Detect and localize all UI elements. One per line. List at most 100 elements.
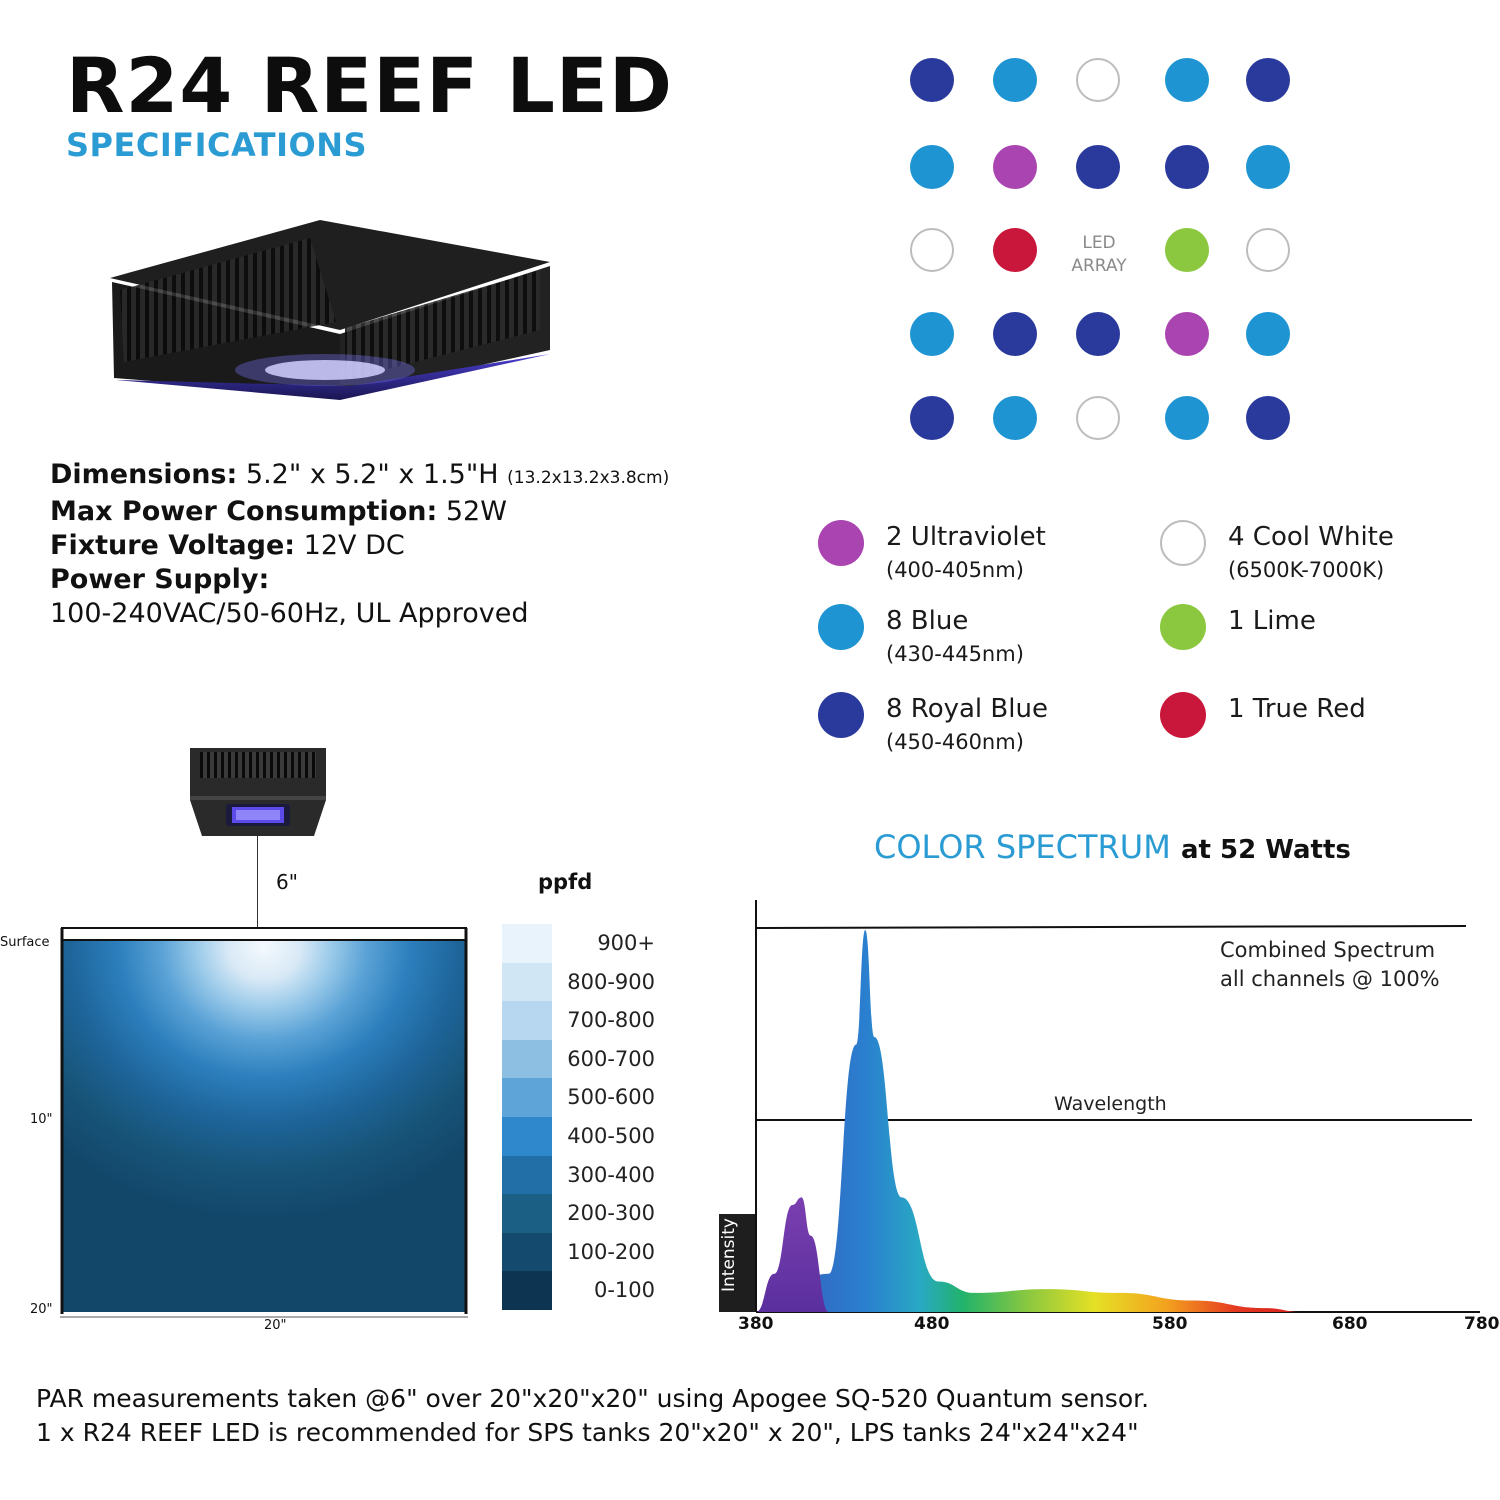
led-blue — [993, 396, 1037, 440]
combined-line2: all channels @ 100% — [1220, 967, 1440, 991]
top-reference-line — [755, 925, 1467, 929]
ppfd-scale-row: 600-700 — [502, 1039, 662, 1079]
legend-name: 1 True Red — [1228, 694, 1366, 724]
ppfd-label: 600-700 — [567, 1046, 655, 1071]
led-red — [993, 228, 1037, 272]
led-violet — [993, 145, 1037, 189]
violet-peak-area — [756, 1197, 829, 1312]
spec-metric: (13.2x13.2x3.8cm) — [507, 468, 670, 488]
legend-swatch — [818, 604, 864, 650]
ppfd-swatch — [502, 1078, 552, 1118]
height-line — [257, 836, 258, 940]
legend-swatch — [1160, 604, 1206, 650]
ppfd-scale-row: 500-600 — [502, 1078, 662, 1118]
spec-label: Power Supply: — [50, 564, 270, 595]
x-tick-label: 380 — [738, 1314, 774, 1334]
spec-value: 52W — [445, 496, 507, 527]
led-blue — [1165, 58, 1209, 102]
ppfd-swatch — [502, 1117, 552, 1156]
ppfd-swatch — [502, 1271, 552, 1311]
spectrum-title: COLOR SPECTRUM at 52 Watts — [874, 828, 1351, 866]
bottom-notes: PAR measurements taken @6" over 20"x20"x… — [36, 1382, 1149, 1450]
height-label: 6" — [276, 870, 298, 894]
intensity-label-box — [719, 1214, 755, 1312]
surface-label: Surface — [0, 935, 50, 950]
led-lime — [1165, 228, 1209, 272]
ppfd-label: 900+ — [597, 931, 655, 955]
spectrum-chart — [719, 900, 1480, 1313]
ppfd-scale-row: 400-500 — [502, 1117, 662, 1156]
led-violet — [1165, 312, 1209, 356]
combined-spectrum-note: Combined Spectrum all channels @ 100% — [1220, 936, 1440, 994]
ppfd-label: 300-400 — [567, 1162, 655, 1187]
x-tick-label: 480 — [914, 1314, 950, 1334]
ppfd-scale-row: 100-200 — [502, 1232, 662, 1272]
spec-power: Max Power Consumption: 52W — [50, 495, 690, 529]
ppfd-title: ppfd — [538, 870, 593, 894]
note-line1: PAR measurements taken @6" over 20"x20"x… — [36, 1384, 1150, 1413]
depth-20-label: 20" — [30, 1302, 53, 1317]
legend-swatch — [818, 520, 864, 566]
legend-name: 2 Ultraviolet — [886, 522, 1046, 552]
led-blue — [910, 145, 954, 189]
ppfd-scale-row: 700-800 — [502, 1001, 662, 1041]
ppfd-scale-row: 300-400 — [502, 1155, 662, 1195]
ppfd-scale-row: 800-900 — [502, 962, 662, 1002]
led-blue — [1165, 396, 1209, 440]
legend-name: 8 Blue — [886, 606, 969, 636]
ppfd-swatch — [502, 924, 552, 963]
legend-swatch — [818, 692, 864, 738]
led-royal-blue — [1246, 396, 1290, 440]
led-white — [1076, 396, 1120, 440]
legend-name: 4 Cool White — [1228, 522, 1394, 552]
legend-range: (6500K-7000K) — [1228, 558, 1385, 582]
led-royal-blue — [910, 58, 954, 102]
spectrum-title-accent: COLOR SPECTRUM — [874, 828, 1171, 866]
spec-label: Fixture Voltage: — [50, 530, 296, 561]
page-subtitle: SPECIFICATIONS — [66, 126, 368, 164]
ppfd-swatch — [502, 1194, 552, 1234]
led-array-label-line2: ARRAY — [1071, 256, 1127, 276]
ppfd-label: 800-900 — [567, 969, 655, 994]
led-array — [880, 50, 1320, 450]
ppfd-swatch — [502, 1155, 552, 1195]
led-array-label-line1: LED — [1082, 233, 1116, 253]
led-array-label: LED ARRAY — [1068, 232, 1130, 278]
ppfd-label: 500-600 — [567, 1085, 655, 1110]
combined-spectrum-area — [756, 930, 1302, 1312]
ppfd-scale-row: 200-300 — [502, 1194, 662, 1234]
spec-voltage: Fixture Voltage: 12V DC — [50, 529, 690, 563]
page-title: R24 REEF LED — [66, 41, 673, 130]
ppfd-label: 200-300 — [567, 1201, 655, 1226]
led-royal-blue — [1076, 145, 1120, 189]
ppfd-label: 0-100 — [593, 1278, 655, 1303]
ppfd-swatch — [502, 1001, 552, 1041]
led-blue — [1246, 145, 1290, 189]
spectrum-title-rest: at 52 Watts — [1180, 835, 1351, 865]
ppfd-scale-row: 900+ — [502, 924, 662, 963]
spec-dimensions: Dimensions: 5.2" x 5.2" x 1.5"H (13.2x13… — [50, 458, 690, 495]
fixture-side-image — [190, 748, 326, 836]
led-blue — [993, 58, 1037, 102]
ppfd-label: 700-800 — [567, 1008, 655, 1033]
spec-supply-value: 100-240VAC/50-60Hz, UL Approved — [50, 598, 529, 629]
led-white — [1076, 58, 1120, 102]
led-blue — [910, 312, 954, 356]
led-white — [910, 228, 954, 272]
ppfd-swatch — [502, 1039, 552, 1079]
depth-10-label: 10" — [30, 1112, 53, 1127]
legend-name: 8 Royal Blue — [886, 694, 1048, 724]
ppfd-label: 400-500 — [567, 1124, 655, 1148]
spec-value: 5.2" x 5.2" x 1.5"H — [245, 459, 499, 490]
legend-name: 1 Lime — [1228, 606, 1316, 636]
fixture-image — [110, 220, 550, 400]
spec-label: Dimensions: — [50, 459, 238, 490]
x-tick-label: 680 — [1332, 1314, 1368, 1334]
ppfd-swatch — [502, 1232, 552, 1272]
combined-line1: Combined Spectrum — [1220, 938, 1436, 962]
led-royal-blue — [1076, 312, 1120, 356]
legend-range: (430-445nm) — [886, 642, 1024, 666]
spec-supply: Power Supply: — [50, 563, 690, 597]
led-royal-blue — [1165, 145, 1209, 189]
legend-range: (450-460nm) — [886, 730, 1024, 754]
